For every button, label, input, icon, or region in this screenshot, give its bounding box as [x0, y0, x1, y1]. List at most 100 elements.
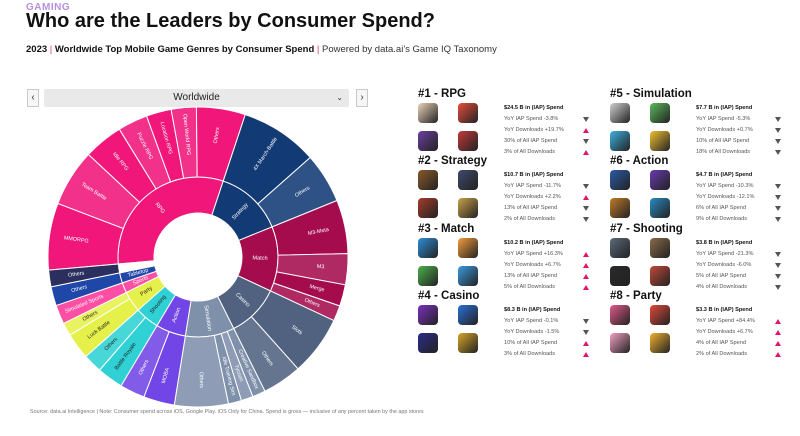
genre-spend: $7.7 B in (IAP) Spend [696, 105, 753, 111]
genre-metric: 2% of All Downloads [504, 216, 555, 222]
segment-label: Others [213, 127, 221, 144]
game-icon[interactable] [650, 198, 670, 218]
genre-spend: $4.7 B in (IAP) Spend [696, 172, 753, 178]
genre-body: $3.8 B in (IAP) Spend YoY IAP Spend -21.3… [610, 238, 790, 294]
genre-metric: 18% of All Downloads [696, 149, 751, 155]
genre-card: #1 - RPG $24.5 B in (IAP) Spend YoY IAP Sp… [418, 88, 598, 159]
page-subtitle: 2023 | Worldwide Top Mobile Game Genres … [26, 44, 497, 55]
genre-metric: YoY IAP Spend +84.4% [696, 318, 755, 324]
game-icon[interactable] [418, 266, 438, 286]
trend-down-icon [775, 184, 781, 189]
genre-metric: YoY Downloads +0.7% [696, 127, 753, 133]
game-icon[interactable] [610, 238, 630, 258]
game-icon[interactable] [458, 198, 478, 218]
genre-metric: 10% of All IAP Spend [504, 340, 558, 346]
subtitle-main: Worldwide Top Mobile Game Genres by Cons… [54, 44, 315, 55]
game-icon[interactable] [458, 266, 478, 286]
trend-down-icon [775, 128, 781, 133]
region-select[interactable]: Worldwide ⌄ [44, 89, 349, 107]
game-icon[interactable] [610, 333, 630, 353]
genre-metric: 13% of All IAP Spend [504, 205, 558, 211]
genre-metric: YoY IAP Spend -21.3% [696, 251, 754, 257]
game-icon[interactable] [458, 131, 478, 151]
game-icon[interactable] [610, 131, 630, 151]
segment-label: M3 [317, 264, 325, 271]
trend-down-icon [583, 206, 589, 211]
section-eyebrow: GAMING [26, 2, 71, 13]
segment-label: Simulation [202, 305, 212, 332]
game-icon[interactable] [458, 305, 478, 325]
genre-metric: YoY IAP Spend +16.3% [504, 251, 563, 257]
game-icon[interactable] [610, 170, 630, 190]
segment-label: MMORPG [63, 235, 88, 244]
genre-spend: $10.7 B in (IAP) Spend [504, 172, 564, 178]
trend-up-icon [583, 341, 589, 346]
game-icon[interactable] [610, 103, 630, 123]
game-icon[interactable] [418, 131, 438, 151]
genre-body: $4.7 B in (IAP) Spend YoY IAP Spend -10.3… [610, 170, 790, 226]
game-icon[interactable] [650, 131, 670, 151]
game-icon[interactable] [418, 238, 438, 258]
genre-card: #4 - Casino $8.3 B in (IAP) Spend YoY IAP … [418, 290, 598, 361]
game-icon[interactable] [418, 103, 438, 123]
genre-metric: 4% of All IAP Spend [696, 340, 746, 346]
trend-up-icon [583, 150, 589, 155]
game-icon[interactable] [458, 170, 478, 190]
genre-metric: 2% of All Downloads [696, 351, 747, 357]
segment-label: Match [252, 255, 267, 261]
genre-metric: YoY Downloads +6.7% [696, 329, 753, 335]
genre-metric: 3% of All Downloads [504, 149, 555, 155]
genre-body: $3.3 B in (IAP) Spend YoY IAP Spend +84.4… [610, 305, 790, 361]
game-icon[interactable] [610, 198, 630, 218]
subtitle-separator-icon: | [316, 44, 320, 55]
genre-metric: YoY Downloads -1.5% [504, 329, 560, 335]
segment-label: Tabletop [127, 268, 149, 279]
game-icon[interactable] [650, 103, 670, 123]
game-icon[interactable] [610, 266, 630, 286]
genre-body: $8.3 B in (IAP) Spend YoY IAP Spend -0.1%… [418, 305, 598, 361]
game-icon[interactable] [418, 333, 438, 353]
game-icon[interactable] [650, 170, 670, 190]
game-icon[interactable] [650, 266, 670, 286]
game-icon[interactable] [418, 305, 438, 325]
game-icon[interactable] [458, 103, 478, 123]
genre-card: #2 - Strategy $10.7 B in (IAP) Spend YoY I… [418, 155, 598, 226]
game-icon[interactable] [650, 305, 670, 325]
game-icon[interactable] [650, 238, 670, 258]
game-icon[interactable] [650, 333, 670, 353]
genre-body: $24.5 B in (IAP) Spend YoY IAP Spend -3.8… [418, 103, 598, 159]
outer-segment-others[interactable] [48, 263, 121, 288]
genre-metric: 9% of All Downloads [696, 216, 747, 222]
trend-up-icon [583, 195, 589, 200]
genre-title: #7 - Shooting [610, 223, 683, 235]
next-region-button[interactable]: › [356, 89, 368, 107]
trend-up-icon [775, 330, 781, 335]
prev-region-button[interactable]: ‹ [27, 89, 39, 107]
genre-metric: YoY Downloads +19.7% [504, 127, 564, 133]
segment-label: Others [71, 284, 88, 294]
game-icon[interactable] [458, 238, 478, 258]
trend-down-icon [775, 195, 781, 200]
trend-up-icon [583, 285, 589, 290]
segment-label: Open World RPG [181, 113, 191, 155]
trend-down-icon [583, 184, 589, 189]
genre-metric: YoY IAP Spend -3.8% [504, 116, 559, 122]
page-title: Who are the Leaders by Consumer Spend? [26, 10, 435, 32]
subtitle-separator-icon: | [49, 44, 53, 55]
genre-title: #4 - Casino [418, 290, 480, 302]
trend-down-icon [583, 319, 589, 324]
trend-up-icon [775, 341, 781, 346]
game-icon[interactable] [418, 170, 438, 190]
trend-up-icon [583, 128, 589, 133]
genre-card: #7 - Shooting $3.8 B in (IAP) Spend YoY IA… [610, 223, 790, 294]
game-icon[interactable] [418, 198, 438, 218]
genre-title: #2 - Strategy [418, 155, 488, 167]
genre-body: $10.2 B in (IAP) Spend YoY IAP Spend +16.… [418, 238, 598, 294]
genre-title: #8 - Party [610, 290, 662, 302]
genre-metric: 4% of All Downloads [696, 284, 747, 290]
game-icon[interactable] [458, 333, 478, 353]
genre-spend: $3.8 B in (IAP) Spend [696, 240, 753, 246]
genre-metric: 6% of All IAP Spend [696, 205, 746, 211]
game-icon[interactable] [610, 305, 630, 325]
segment-label: Others [303, 297, 321, 309]
